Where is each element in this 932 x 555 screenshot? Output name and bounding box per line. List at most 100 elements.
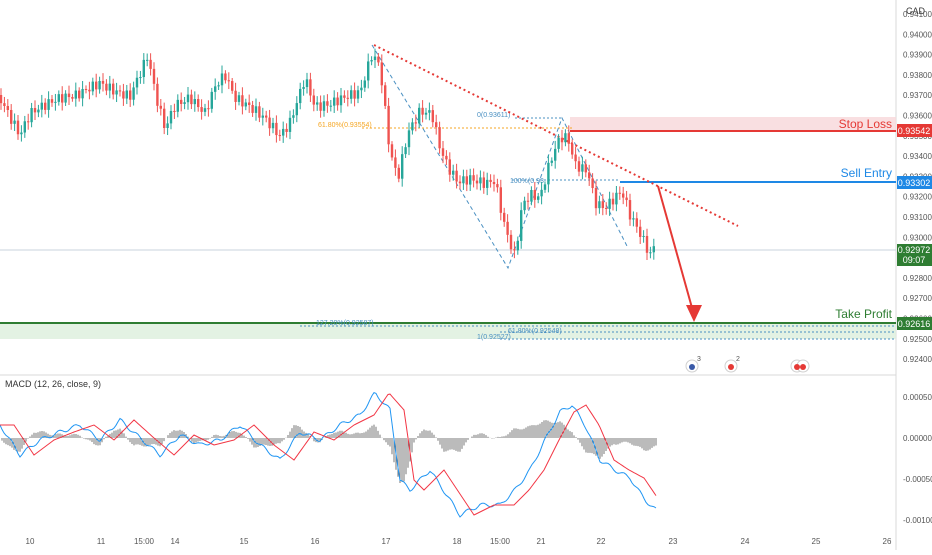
take-profit-zone [0,323,896,339]
candle-body [390,144,394,158]
candle-body [571,143,574,155]
candle-body [271,122,275,129]
stop-loss-zone [570,117,896,131]
candle-body [115,90,118,95]
candle-body [605,207,608,209]
candle-body [591,178,594,189]
candle-body [628,200,632,220]
candle-body [373,56,377,61]
candle-body [554,148,557,161]
candle-body [645,235,649,253]
main-y-tick: 0.92400 [903,355,932,364]
candle-body [23,121,26,133]
event-badge-1[interactable]: 3 [685,356,701,373]
x-tick: 14 [171,537,180,546]
candle-body [40,102,43,110]
candle-body [380,62,383,86]
candle-body [44,102,47,110]
sell-entry-tag-bg [897,176,932,189]
candle-body [16,120,20,135]
candle-body [424,112,428,115]
candle-body [132,87,135,100]
candle-body [186,94,190,103]
candle-body [622,193,625,198]
candle-body [234,90,237,102]
candle-body [74,90,77,99]
candle-body [414,122,417,124]
candle-body [312,95,315,105]
candle-body [180,99,183,104]
candle-body [91,81,94,92]
fib-127-label: 127.20%(0.92587) [316,320,374,327]
candle-body [513,249,516,251]
event-badge-2[interactable]: 2 [724,356,740,373]
candle-body [214,86,217,92]
main-y-tick: 0.92700 [903,294,932,303]
candle-body [472,175,475,181]
candle-body [394,157,397,168]
candle-body [173,110,176,112]
candle-body [105,83,108,91]
fib-0-label: 0(0.93611) [477,112,510,119]
candle-body [557,137,560,149]
candle-body [588,172,591,179]
x-tick: 10 [26,537,35,546]
candle-body [33,107,37,113]
candle-body [642,235,645,237]
candle-body [336,97,339,106]
stop-loss-tag: 0.93542 [898,126,931,136]
take-profit-label: Take Profit [835,307,892,321]
candle-body [231,81,234,91]
candle-body [625,197,628,201]
candle-body [407,130,411,148]
candle-body [13,120,16,124]
candle-body [0,95,3,104]
candle-body [241,95,244,107]
candle-body [139,77,142,79]
candle-body [465,176,468,185]
candle-body [190,94,193,105]
candle-body [322,101,326,111]
candle-body [441,148,445,156]
candle-body [248,102,251,106]
candle-body [550,160,553,163]
candle-body [489,179,492,182]
candle-body [547,162,550,185]
candle-body [309,79,312,96]
candle-body [20,132,23,135]
main-y-tick: 0.93100 [903,213,932,222]
macd-y-tick: -0.00100 [903,516,932,525]
event-badge-3[interactable] [790,359,810,373]
candle-body [448,159,451,175]
candle-body [118,90,122,92]
x-tick: 24 [741,537,750,546]
candle-body [438,127,441,149]
candle-body [428,110,431,113]
x-tick: 25 [812,537,821,546]
candle-body [611,198,615,205]
candle-body [149,59,152,69]
projection-arrow-head [686,305,702,322]
candle-body [445,155,448,160]
x-tick: 21 [537,537,546,546]
fib-1-lower-label: 1(0.92527) [477,334,511,341]
candle-body [268,117,271,129]
projection-arrow-line [657,185,695,316]
candle-body [506,221,509,235]
candle-body [265,115,268,118]
x-tick: 26 [883,537,892,546]
candle-body [288,117,292,132]
candle-body [10,109,13,124]
fib-100-label: 100%(0.93 [510,178,544,185]
candle-body [564,133,567,143]
candle-body [397,167,400,179]
x-tick: 18 [453,537,462,546]
candle-body [329,105,332,107]
candle-body [530,189,533,202]
candle-body [479,177,482,184]
candle-body [142,59,145,78]
candle-body [299,88,302,104]
candle-body [350,90,353,99]
candle-body [574,154,577,162]
